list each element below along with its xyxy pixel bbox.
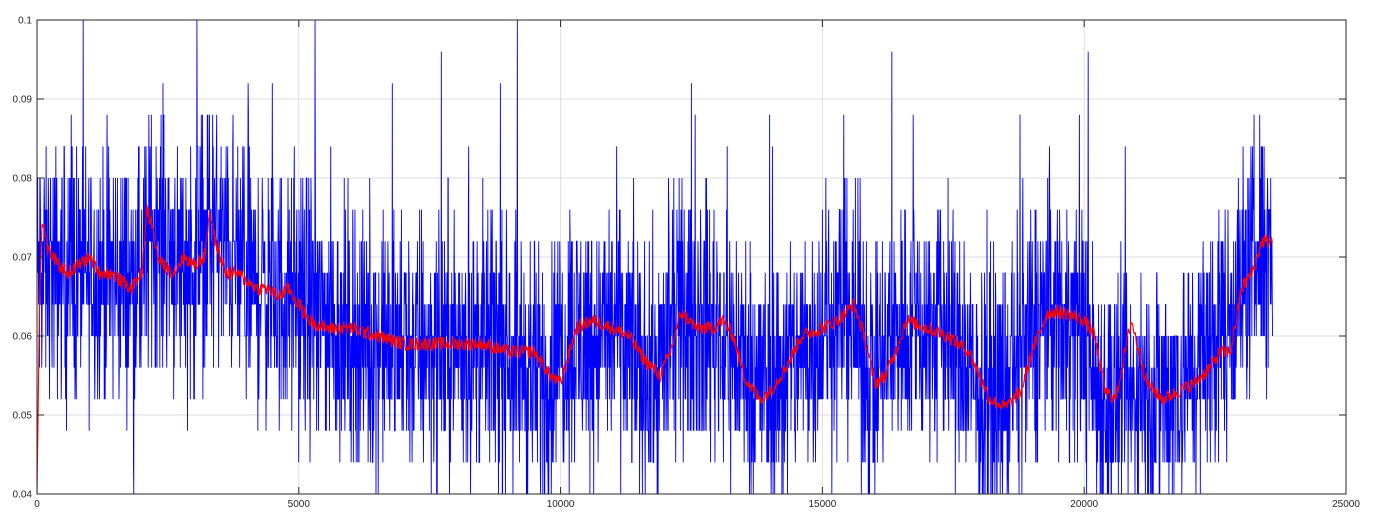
raw-signal-series [36,19,1274,495]
x-tick-label: 10000 [547,499,575,510]
x-tick-label: 25000 [1332,499,1360,510]
y-tick-label: 0.09 [13,95,33,106]
y-tick-label: 0.08 [13,174,33,185]
y-tick-label: 0.05 [13,411,33,422]
y-tick-label: 0.04 [13,490,33,501]
axis-ticks: 0 5000 10000 15000 20000 25000 0.04 0.05 0.06 0.0… [13,16,1361,511]
x-tick-label: 0 [34,499,40,510]
smoothed-signal-series [36,204,1273,495]
x-tick-label: 5000 [288,499,311,510]
y-tick-label: 0.06 [13,332,33,343]
raw-signal-line [36,19,1274,495]
x-tick-label: 20000 [1070,499,1098,510]
y-tick-label: 0.07 [13,253,33,264]
x-tick-label: 15000 [808,499,836,510]
smoothed-signal-line [36,204,1273,495]
y-tick-label: 0.1 [18,16,32,27]
